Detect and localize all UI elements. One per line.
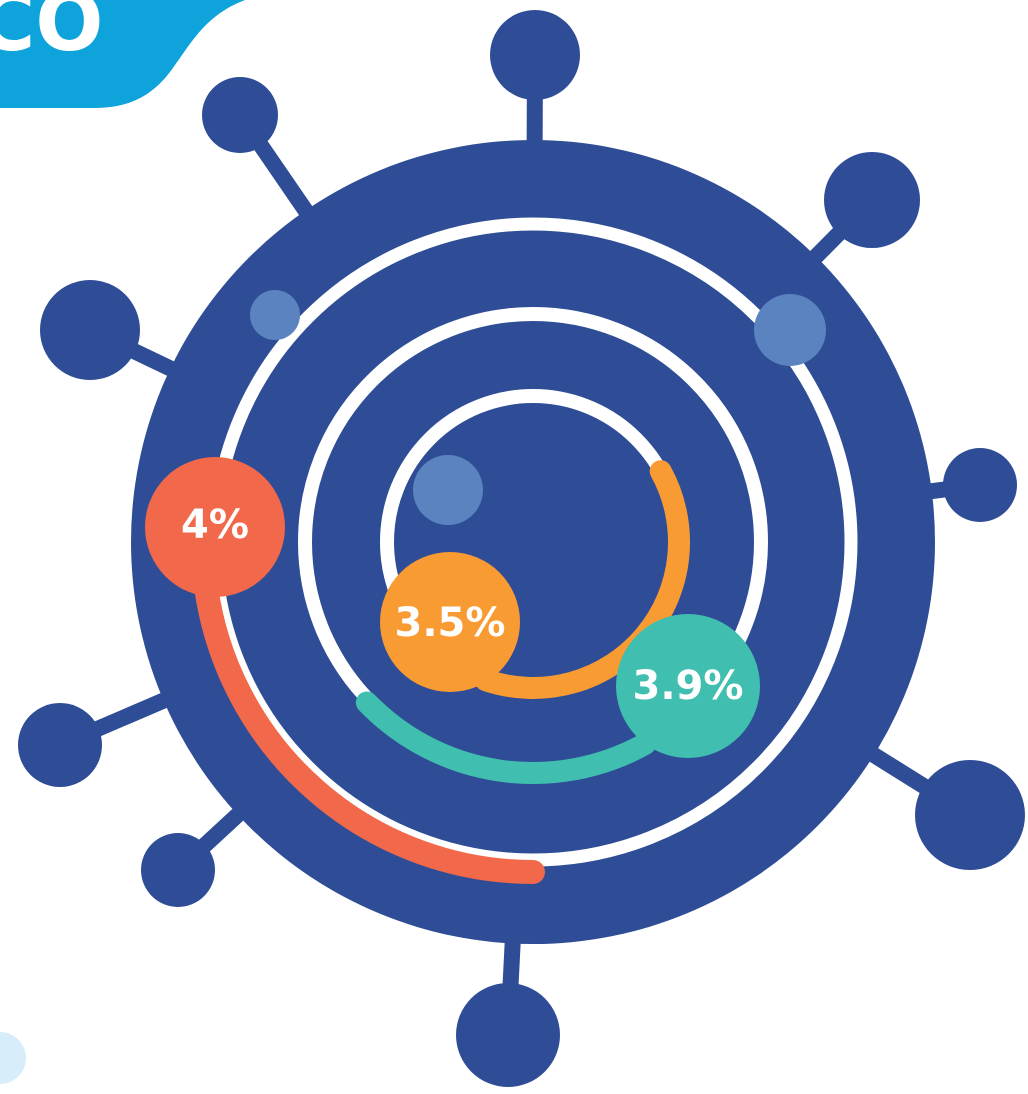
label: 4% — [181, 502, 249, 548]
bubble-red — [145, 457, 285, 597]
spike-ball — [141, 833, 215, 907]
virus-body — [131, 140, 935, 944]
spike-ball — [456, 983, 560, 1087]
spike-ball — [202, 77, 278, 153]
label: 3.5% — [395, 600, 506, 646]
arc — [355, 691, 656, 784]
spot — [250, 290, 300, 340]
spike-ball — [40, 280, 140, 380]
decor-dot — [0, 1032, 26, 1084]
banner-text: CO — [0, 0, 103, 69]
arc — [194, 575, 545, 884]
spike-ball — [824, 152, 920, 248]
spike-ball — [915, 760, 1025, 870]
spike-ball — [18, 703, 102, 787]
label: 3.9% — [633, 663, 744, 709]
bubble-teal — [616, 614, 760, 758]
bubble-orange — [380, 552, 520, 692]
spike-ball — [490, 10, 580, 100]
spot — [754, 294, 826, 366]
banner — [0, 0, 245, 108]
spot — [413, 455, 483, 525]
spike-ball — [943, 448, 1017, 522]
